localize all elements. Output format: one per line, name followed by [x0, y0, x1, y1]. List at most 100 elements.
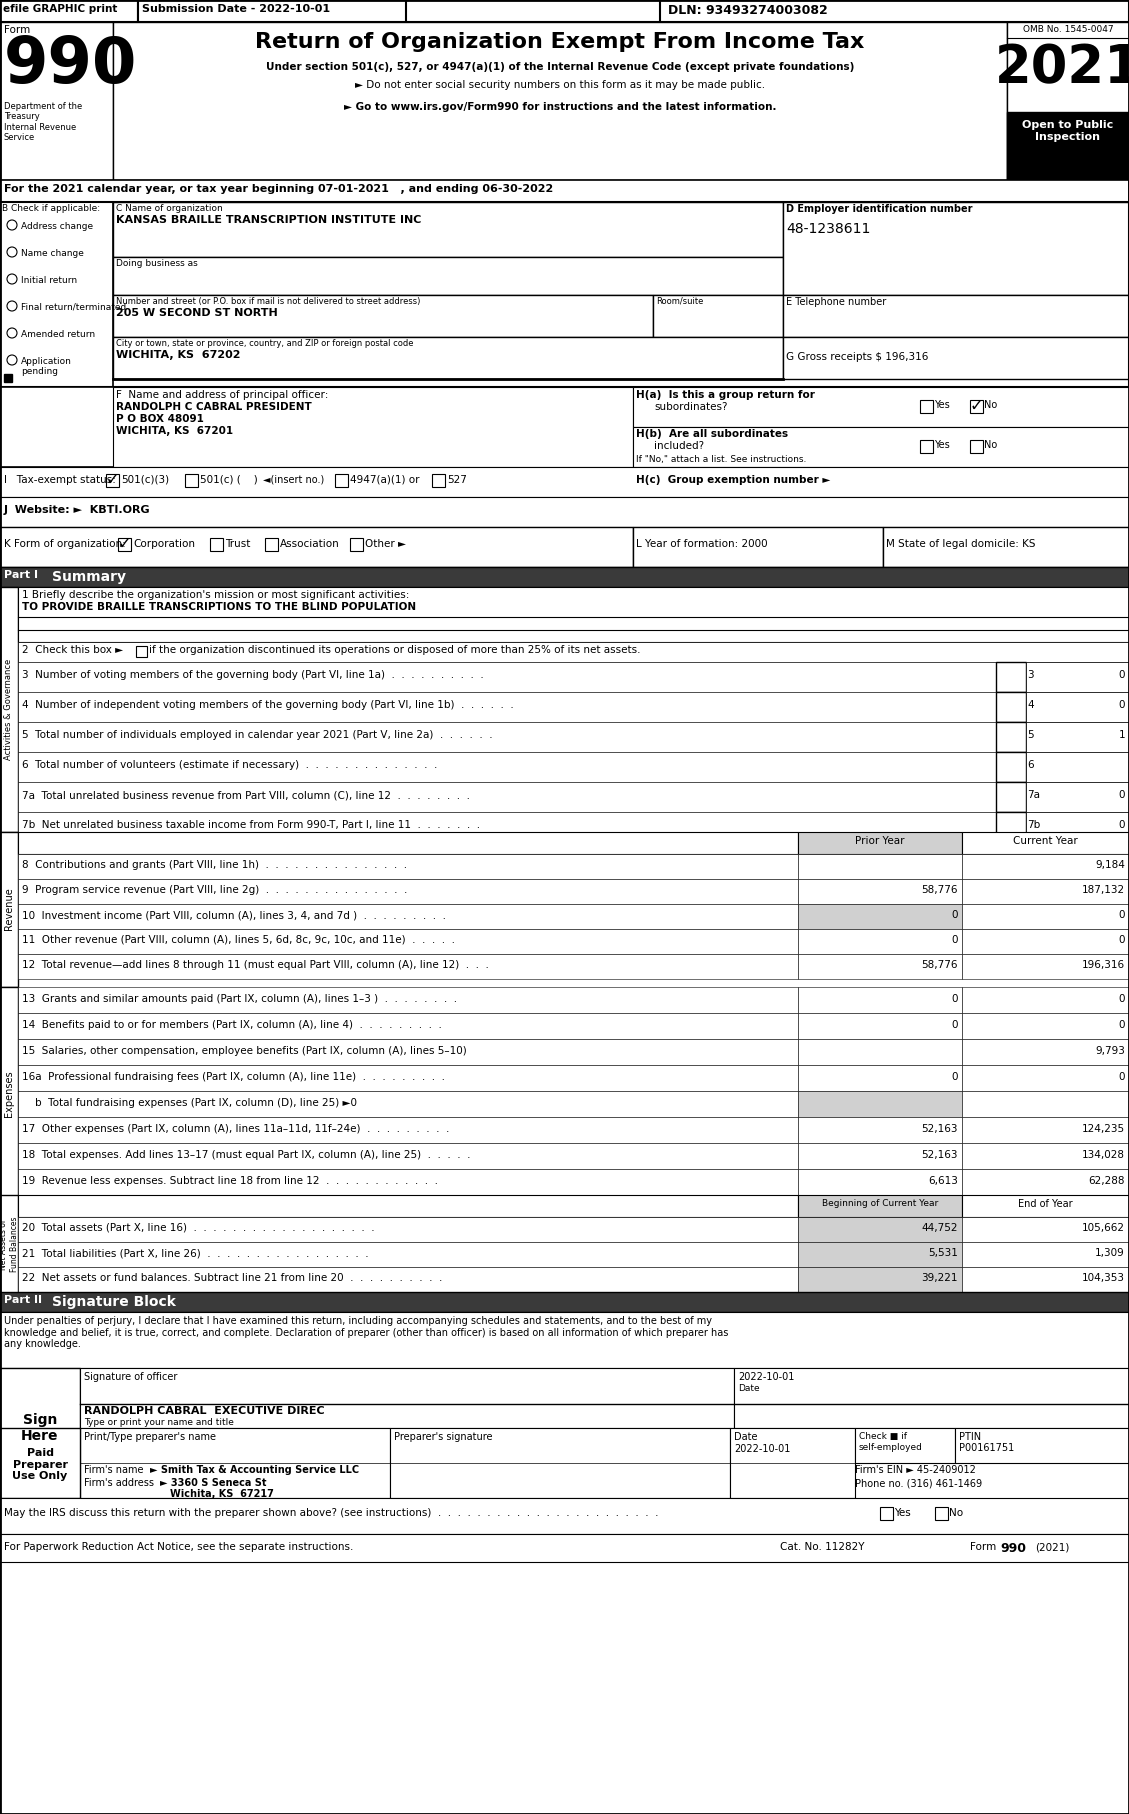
Bar — [798, 1065, 962, 1090]
Text: Association: Association — [280, 539, 340, 550]
Text: Cat. No. 11282Y: Cat. No. 11282Y — [780, 1542, 865, 1553]
Text: Yes: Yes — [934, 441, 949, 450]
Bar — [113, 22, 1007, 180]
Text: 7b  Net unrelated business taxable income from Form 990-T, Part I, line 11  .  .: 7b Net unrelated business taxable income… — [21, 820, 480, 831]
Text: 0: 0 — [1119, 911, 1124, 920]
Bar — [1007, 22, 1129, 180]
Text: Part I: Part I — [5, 570, 38, 580]
Text: 13  Grants and similar amounts paid (Part IX, column (A), lines 1–3 )  .  .  .  : 13 Grants and similar amounts paid (Part… — [21, 994, 457, 1003]
Bar — [962, 987, 1129, 1012]
Bar — [18, 1243, 798, 1266]
Text: Net Assets or
Fund Balances: Net Assets or Fund Balances — [0, 1215, 19, 1272]
Text: Print/Type preparer's name: Print/Type preparer's name — [84, 1431, 216, 1442]
Text: 22  Net assets or fund balances. Subtract line 21 from line 20  .  .  .  .  .  .: 22 Net assets or fund balances. Subtract… — [21, 1273, 443, 1282]
Text: Return of Organization Exempt From Income Tax: Return of Organization Exempt From Incom… — [255, 33, 865, 53]
Text: 2022-10-01: 2022-10-01 — [734, 1444, 790, 1455]
Text: Date: Date — [738, 1384, 760, 1393]
Text: 14  Benefits paid to or for members (Part IX, column (A), line 4)  .  .  .  .  .: 14 Benefits paid to or for members (Part… — [21, 1019, 441, 1030]
Bar — [0, 1312, 1129, 1368]
Text: Wichita, KS  67217: Wichita, KS 67217 — [170, 1489, 274, 1498]
Text: 990: 990 — [1000, 1542, 1026, 1555]
Bar — [798, 1217, 962, 1243]
Text: 52,163: 52,163 — [921, 1150, 959, 1159]
Bar — [18, 1143, 798, 1168]
Bar — [798, 1266, 962, 1292]
Bar — [5, 374, 12, 383]
Bar — [0, 528, 633, 568]
Bar — [962, 1217, 1129, 1243]
Text: Paid
Preparer
Use Only: Paid Preparer Use Only — [12, 1448, 68, 1482]
Text: 2  Check this box ►: 2 Check this box ► — [21, 646, 123, 655]
Text: 19  Revenue less expenses. Subtract line 18 from line 12  .  .  .  .  .  .  .  .: 19 Revenue less expenses. Subtract line … — [21, 1175, 438, 1186]
Text: Sign
Here: Sign Here — [21, 1413, 59, 1444]
Text: Phone no. (316) 461-1469: Phone no. (316) 461-1469 — [855, 1478, 982, 1487]
Bar — [798, 1090, 962, 1117]
Bar — [798, 929, 962, 954]
Bar — [0, 1535, 1129, 1562]
Bar — [1007, 112, 1129, 180]
Text: May the IRS discuss this return with the preparer shown above? (see instructions: May the IRS discuss this return with the… — [5, 1507, 658, 1518]
Text: ► Do not enter social security numbers on this form as it may be made public.: ► Do not enter social security numbers o… — [355, 80, 765, 91]
Text: ✓: ✓ — [117, 537, 131, 551]
Text: Signature of officer: Signature of officer — [84, 1371, 177, 1382]
Text: 0: 0 — [952, 1019, 959, 1030]
Text: 3  Number of voting members of the governing body (Part VI, line 1a)  .  .  .  .: 3 Number of voting members of the govern… — [21, 669, 483, 680]
Bar — [784, 296, 1129, 337]
Text: 501(c)(3): 501(c)(3) — [121, 475, 169, 484]
Text: 0: 0 — [1119, 1072, 1124, 1081]
Bar — [730, 1428, 855, 1498]
Text: Summary: Summary — [52, 570, 126, 584]
Bar — [0, 1195, 18, 1293]
Text: Form: Form — [970, 1542, 996, 1553]
Text: 4  Number of independent voting members of the governing body (Part VI, line 1b): 4 Number of independent voting members o… — [21, 700, 514, 709]
Text: Doing business as: Doing business as — [116, 259, 198, 268]
Bar — [784, 337, 1129, 379]
Text: Address change: Address change — [21, 221, 93, 230]
Text: Yes: Yes — [934, 401, 949, 410]
Bar — [0, 201, 113, 386]
Text: 9,184: 9,184 — [1095, 860, 1124, 871]
Bar — [660, 0, 1129, 22]
Bar — [0, 833, 18, 987]
Bar — [18, 880, 798, 903]
Text: E Telephone number: E Telephone number — [786, 297, 886, 307]
Text: 9  Program service revenue (Part VIII, line 2g)  .  .  .  .  .  .  .  .  .  .  .: 9 Program service revenue (Part VIII, li… — [21, 885, 408, 894]
Text: 5,531: 5,531 — [928, 1248, 959, 1257]
Text: 21  Total liabilities (Part X, line 26)  .  .  .  .  .  .  .  .  .  .  .  .  .  : 21 Total liabilities (Part X, line 26) .… — [21, 1248, 369, 1257]
Text: 8  Contributions and grants (Part VIII, line 1h)  .  .  .  .  .  .  .  .  .  .  : 8 Contributions and grants (Part VIII, l… — [21, 860, 408, 871]
Text: No: No — [949, 1507, 963, 1518]
Text: P00161751: P00161751 — [959, 1442, 1014, 1453]
Text: D Employer identification number: D Employer identification number — [786, 203, 972, 214]
Text: 4: 4 — [1027, 700, 1034, 709]
Bar — [798, 1243, 962, 1266]
Text: Preparer's signature: Preparer's signature — [394, 1431, 492, 1442]
Text: 0: 0 — [952, 911, 959, 920]
Text: 0: 0 — [1119, 994, 1124, 1003]
Text: ◄(insert no.): ◄(insert no.) — [263, 475, 324, 484]
Bar — [996, 753, 1026, 782]
Bar — [18, 854, 798, 880]
Bar — [135, 646, 147, 657]
Bar — [1026, 753, 1129, 782]
Bar — [210, 539, 224, 551]
Bar — [962, 1195, 1129, 1217]
Bar — [962, 929, 1129, 954]
Text: 205 W SECOND ST NORTH: 205 W SECOND ST NORTH — [116, 308, 278, 317]
Text: Initial return: Initial return — [21, 276, 77, 285]
Bar — [1026, 782, 1129, 813]
Bar — [962, 880, 1129, 903]
Bar — [962, 1243, 1129, 1266]
Text: 0: 0 — [952, 994, 959, 1003]
Bar — [18, 1266, 798, 1292]
Bar — [734, 1368, 1129, 1428]
Bar — [18, 1195, 798, 1217]
Bar — [113, 337, 784, 379]
Text: Yes: Yes — [894, 1507, 911, 1518]
Text: L Year of formation: 2000: L Year of formation: 2000 — [636, 539, 768, 550]
Text: Beginning of Current Year: Beginning of Current Year — [822, 1199, 938, 1208]
Bar — [0, 1368, 80, 1498]
Text: Application
pending: Application pending — [21, 357, 72, 375]
Bar — [970, 441, 983, 454]
Text: WICHITA, KS  67202: WICHITA, KS 67202 — [116, 350, 240, 359]
Text: C Name of organization: C Name of organization — [116, 203, 222, 212]
